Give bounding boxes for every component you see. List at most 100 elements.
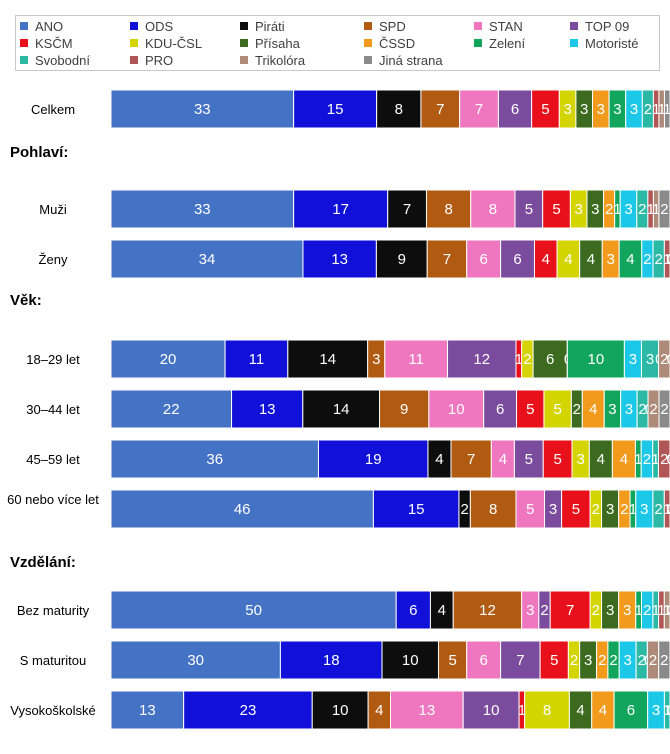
row-label: Vysokoškolské: [10, 703, 96, 718]
bar-segment: [390, 690, 464, 730]
bar-value-label: 2: [609, 652, 617, 669]
bar-value-label: 33: [194, 201, 211, 218]
bar-value-label: 1: [663, 702, 670, 719]
bar-value-label: 4: [587, 251, 595, 268]
bar-value-label: 10: [332, 702, 349, 719]
bar-value-label: 10: [588, 351, 605, 368]
bar-value-label: 10: [448, 401, 465, 418]
bar-value-label: 20: [160, 351, 177, 368]
bar-value-label: 2: [643, 251, 651, 268]
bar-value-label: 22: [163, 401, 180, 418]
legend-entry: ČSSD: [364, 35, 415, 51]
legend-label: KSČM: [35, 35, 73, 51]
bar-segment: [293, 89, 378, 129]
bar-segment: [549, 590, 591, 630]
bar-value-label: 1: [658, 101, 666, 118]
bar-value-label: 2: [649, 652, 657, 669]
bar-segment: [542, 189, 571, 229]
legend-swatch: [364, 22, 372, 30]
bar-value-label: 3: [608, 401, 616, 418]
bar-value-label: 2: [643, 602, 651, 619]
bar-value-label: 4: [597, 451, 605, 468]
bar-segment: [231, 389, 304, 429]
bar-value-label: 3: [526, 602, 534, 619]
bar-value-label: 0: [667, 451, 670, 468]
bar-value-label: 1: [646, 201, 654, 218]
bar-value-label: 3: [613, 101, 621, 118]
row-label: S maturitou: [19, 653, 87, 668]
bar-segment: [372, 489, 460, 529]
legend-label: Piráti: [255, 18, 285, 34]
bar-value-label: 6: [409, 602, 417, 619]
legend-swatch: [130, 22, 138, 30]
bar-value-label: 6: [479, 251, 487, 268]
legend-entry: Motoristé: [570, 35, 638, 51]
bar-value-label: 3: [652, 702, 660, 719]
bar-value-label: 2: [605, 201, 613, 218]
bar-segment: [110, 489, 374, 529]
legend-entry: ANO: [20, 18, 63, 34]
bar-segment: [497, 89, 533, 129]
bar-value-label: 13: [259, 401, 276, 418]
bar-value-label: 7: [475, 101, 483, 118]
bar-value-label: 3: [629, 351, 637, 368]
bar-segment: [317, 439, 429, 479]
bar-value-label: 3: [607, 251, 615, 268]
legend-label: Svobodní: [35, 52, 90, 68]
bar-value-label: 4: [499, 451, 507, 468]
bar-value-label: 2: [655, 251, 663, 268]
bar-value-label: 2: [638, 652, 646, 669]
bar-value-label: 3: [580, 101, 588, 118]
bar-value-label: 1: [634, 602, 642, 619]
legend-label: SPD: [379, 18, 406, 34]
bar-segment: [539, 640, 569, 680]
bar-value-label: 2: [540, 602, 548, 619]
bar-value-label: 2: [592, 501, 600, 518]
legend-label: STAN: [489, 18, 523, 34]
legend-label: Motoristé: [585, 35, 639, 51]
bar-value-label: 6: [496, 401, 504, 418]
bar-segment: [381, 640, 439, 680]
bar-value-label: 1: [663, 101, 670, 118]
row-label: Ženy: [38, 252, 68, 267]
bar-segment: [516, 389, 545, 429]
bar-segment: [425, 189, 472, 229]
bar-value-label: 15: [327, 101, 344, 118]
bar-value-label: 0: [667, 702, 670, 719]
legend-swatch: [364, 56, 372, 64]
legend-swatch: [240, 56, 248, 64]
bar-segment: [293, 189, 389, 229]
bar-value-label: 46: [234, 501, 251, 518]
bar-segment: [513, 439, 544, 479]
bar-value-label: 4: [435, 451, 443, 468]
bar-value-label: 6: [511, 101, 519, 118]
bar-value-label: 8: [489, 501, 497, 518]
legend-swatch: [20, 22, 28, 30]
bar-segment: [311, 690, 369, 730]
bar-value-label: 4: [599, 702, 607, 719]
bar-value-label: 2: [660, 201, 668, 218]
bar-segment: [514, 189, 544, 229]
bar-value-label: 10: [483, 702, 500, 719]
bar-value-label: 3: [624, 201, 632, 218]
bar-value-label: 3: [625, 401, 633, 418]
bar-segment: [524, 690, 570, 730]
bar-value-label: 6: [627, 702, 635, 719]
bar-value-label: 7: [566, 602, 574, 619]
legend-entry: TOP 09: [570, 18, 629, 34]
bar-value-label: 9: [400, 401, 408, 418]
bar-segment: [462, 690, 520, 730]
row-label: 30–44 let: [26, 402, 80, 417]
bar-segment: [110, 640, 281, 680]
bar-segment: [224, 339, 289, 379]
legend-swatch: [130, 56, 138, 64]
bar-value-label: 2: [460, 501, 468, 518]
bar-value-label: 3: [584, 652, 592, 669]
legend-entry: Trikolóra: [240, 52, 305, 68]
bar-value-label: 4: [589, 401, 597, 418]
bar-value-label: 6: [479, 652, 487, 669]
legend-swatch: [474, 22, 482, 30]
bar-value-label: 3: [575, 201, 583, 218]
bar-value-label: 0: [667, 702, 670, 719]
